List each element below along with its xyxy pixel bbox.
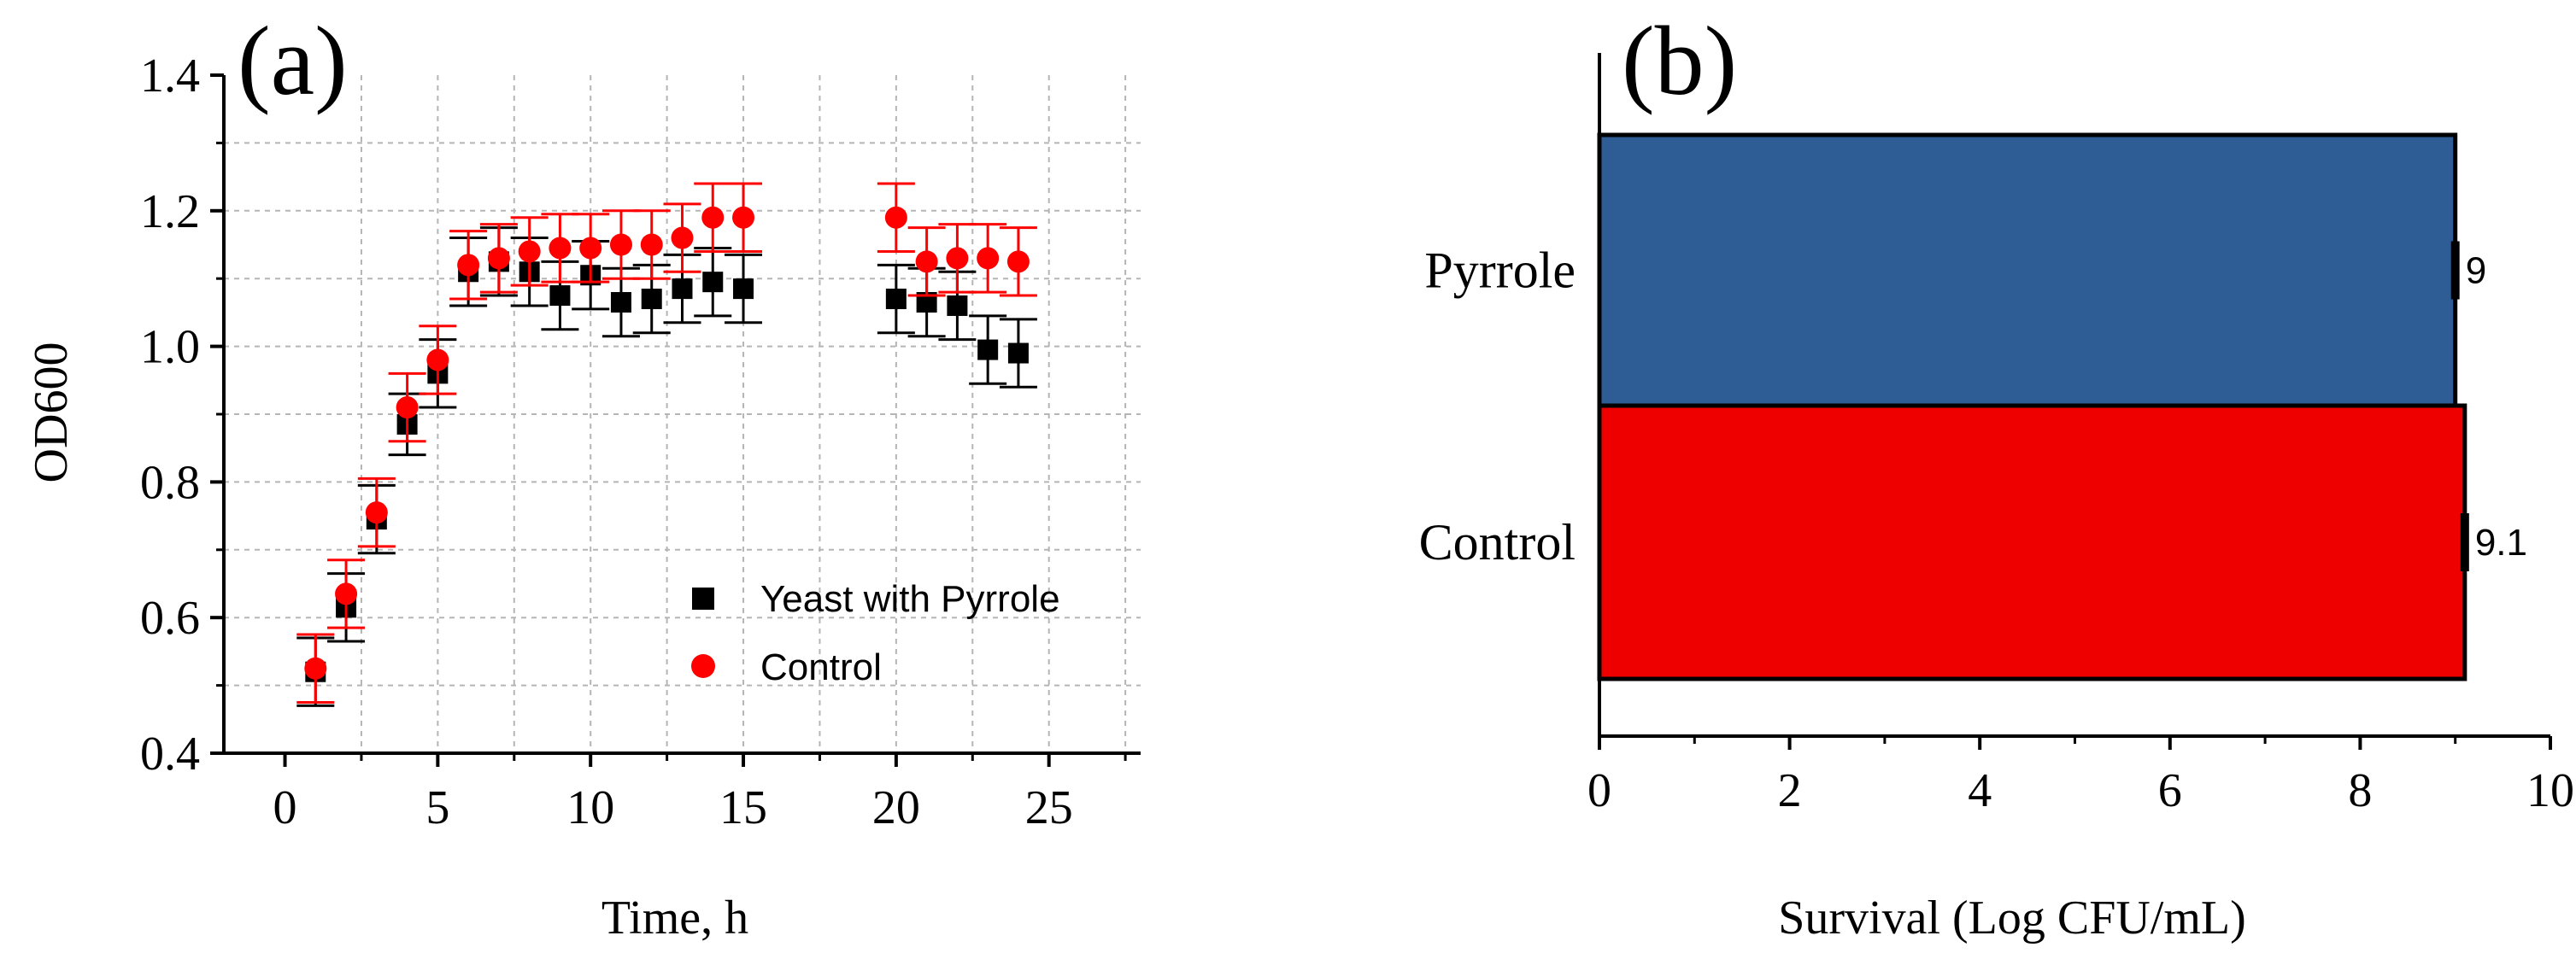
a-data-point xyxy=(304,657,327,680)
b-tick-marks xyxy=(1598,736,2552,750)
a-data-point xyxy=(946,247,969,270)
b-x-tick-label: 10 xyxy=(2526,764,2574,817)
a-data-point xyxy=(579,237,602,260)
a-data-point xyxy=(701,206,725,229)
a-y-tick-label: 0.8 xyxy=(140,456,200,509)
a-data-point xyxy=(732,206,755,229)
a-x-tick-label: 5 xyxy=(425,781,449,834)
legend-label-control: Control xyxy=(760,646,882,688)
a-y-tick-labels: 0.4 0.6 0.8 1.0 1.2 1.4 xyxy=(140,50,200,781)
a-tick-marks xyxy=(210,73,1127,767)
legend-marker-control xyxy=(691,654,715,678)
b-panel-label: (b) xyxy=(1622,7,1737,116)
a-data-point xyxy=(733,278,754,300)
a-y-tick-label: 1.0 xyxy=(140,321,200,374)
b-x-tick-label: 6 xyxy=(2158,764,2182,817)
b-x-tick-label: 2 xyxy=(1778,764,1802,817)
a-y-tick-label: 1.2 xyxy=(140,185,200,238)
category-label: Pyrrole xyxy=(1424,243,1576,299)
a-y-axis-title: OD600 xyxy=(25,342,78,483)
a-x-tick-labels: 0 5 10 15 20 25 xyxy=(273,781,1073,834)
a-y-tick-label: 0.4 xyxy=(140,728,200,781)
b-x-axis-title: Survival (Log CFU/mL) xyxy=(1778,892,2246,944)
bar-control xyxy=(1597,403,2467,681)
a-data-point xyxy=(672,278,693,300)
a-data-point xyxy=(549,237,572,260)
a-data-point xyxy=(549,285,571,307)
b-category-labels: Pyrrole Control xyxy=(1419,243,1576,571)
a-y-tick-label: 1.4 xyxy=(140,50,200,102)
a-x-tick-label: 0 xyxy=(273,781,297,834)
a-data-point xyxy=(365,501,388,524)
a-data-point xyxy=(977,247,1000,270)
a-data-point xyxy=(915,250,938,273)
a-data-point xyxy=(335,582,358,605)
a-legend: Yeast with Pyrrole Control xyxy=(691,578,1060,688)
a-panel-label: (a) xyxy=(238,7,348,116)
a-data-point xyxy=(702,272,724,293)
a-data-point xyxy=(977,339,999,360)
a-data-point xyxy=(457,254,480,277)
a-data-point xyxy=(426,348,449,371)
a-y-tick-label: 0.6 xyxy=(140,592,200,645)
a-series-control xyxy=(296,182,1037,704)
a-data-point xyxy=(609,233,632,256)
a-data-point xyxy=(610,291,631,313)
a-data-points xyxy=(296,182,1037,707)
bar-value-label: 9 xyxy=(2466,250,2486,292)
a-x-tick-label: 20 xyxy=(872,781,920,834)
bar-value-label: 9.1 xyxy=(2475,522,2527,564)
a-x-tick-label: 10 xyxy=(566,781,614,834)
a-x-tick-label: 25 xyxy=(1025,781,1073,834)
b-x-tick-label: 0 xyxy=(1587,764,1611,817)
panel-a-line-chart: 0.40.60.81.01.21.4 0 5 10 15 20 25 (a) OD600 … xyxy=(25,7,1141,944)
a-data-point xyxy=(671,226,694,249)
a-data-point xyxy=(947,295,968,316)
a-data-point xyxy=(884,206,907,229)
a-data-point xyxy=(885,289,907,310)
a-data-point xyxy=(641,289,662,310)
category-label: Control xyxy=(1419,514,1576,570)
a-data-point xyxy=(518,240,541,263)
bar-pyrrole xyxy=(1597,132,2458,408)
a-data-point xyxy=(1007,342,1029,364)
a-data-point xyxy=(640,233,663,256)
b-x-tick-labels: 0 2 4 6 8 10 xyxy=(1587,764,2574,817)
legend-label-pyrrole: Yeast with Pyrrole xyxy=(760,578,1060,620)
legend-marker-pyrrole xyxy=(692,588,714,610)
a-x-axis-title: Time, h xyxy=(601,892,748,944)
b-x-tick-label: 8 xyxy=(2348,764,2372,817)
a-data-point xyxy=(396,396,419,419)
b-bars xyxy=(1597,132,2469,681)
a-data-point xyxy=(1006,250,1030,273)
a-data-point xyxy=(487,247,510,270)
a-x-tick-label: 15 xyxy=(719,781,767,834)
b-x-tick-label: 4 xyxy=(1968,764,1992,817)
b-value-labels: 99.1 xyxy=(2466,250,2527,564)
